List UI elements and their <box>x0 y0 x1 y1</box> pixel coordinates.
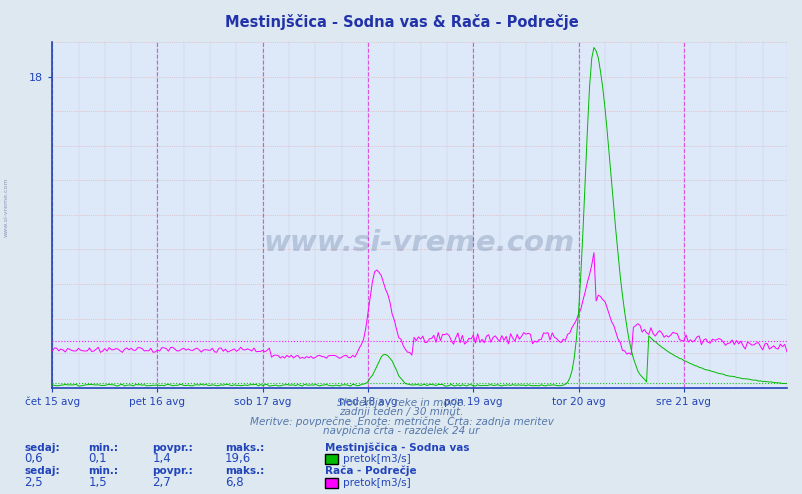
Text: maks.:: maks.: <box>225 443 264 453</box>
Text: maks.:: maks.: <box>225 466 264 476</box>
Text: 19,6: 19,6 <box>225 452 251 465</box>
Text: povpr.:: povpr.: <box>152 443 193 453</box>
Text: Meritve: povprečne  Enote: metrične  Črta: zadnja meritev: Meritve: povprečne Enote: metrične Črta:… <box>249 415 553 427</box>
Text: www.si-vreme.com: www.si-vreme.com <box>264 229 574 256</box>
Text: 2,7: 2,7 <box>152 476 171 489</box>
Text: 0,6: 0,6 <box>24 452 43 465</box>
Text: 0,1: 0,1 <box>88 452 107 465</box>
Text: min.:: min.: <box>88 466 118 476</box>
Text: povpr.:: povpr.: <box>152 466 193 476</box>
Text: pretok[m3/s]: pretok[m3/s] <box>342 478 410 488</box>
Text: pretok[m3/s]: pretok[m3/s] <box>342 454 410 464</box>
Text: Rača - Podrečje: Rača - Podrečje <box>325 466 416 476</box>
Text: min.:: min.: <box>88 443 118 453</box>
Text: Mestinjščica - Sodna vas & Rača - Podrečje: Mestinjščica - Sodna vas & Rača - Podreč… <box>225 14 577 30</box>
Text: www.si-vreme.com: www.si-vreme.com <box>4 178 9 237</box>
Text: zadnji teden / 30 minut.: zadnji teden / 30 minut. <box>339 407 463 417</box>
Text: navpična črta - razdelek 24 ur: navpična črta - razdelek 24 ur <box>323 425 479 436</box>
Text: 2,5: 2,5 <box>24 476 43 489</box>
Text: sedaj:: sedaj: <box>24 466 59 476</box>
Text: 6,8: 6,8 <box>225 476 243 489</box>
Text: 1,5: 1,5 <box>88 476 107 489</box>
Text: Slovenija / reke in morje.: Slovenija / reke in morje. <box>336 398 466 408</box>
Text: 1,4: 1,4 <box>152 452 171 465</box>
Text: sedaj:: sedaj: <box>24 443 59 453</box>
Text: Mestinjščica - Sodna vas: Mestinjščica - Sodna vas <box>325 442 469 453</box>
